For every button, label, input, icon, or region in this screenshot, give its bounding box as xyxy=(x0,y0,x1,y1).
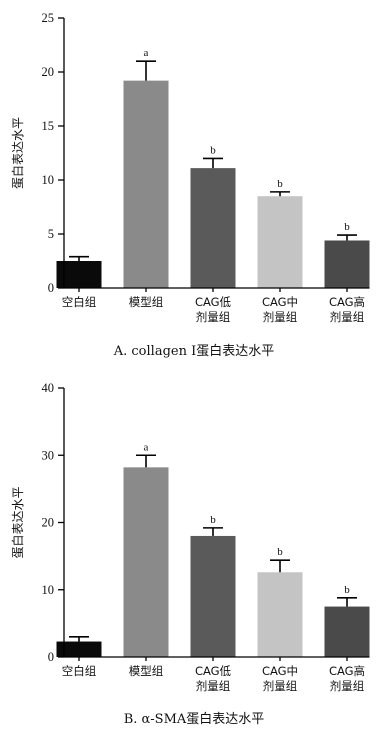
category-label-0-0: 空白组 xyxy=(62,664,97,678)
category-label-2-0: CAG低 xyxy=(195,295,232,309)
significance-label-3: b xyxy=(277,546,283,558)
significance-label-1: a xyxy=(144,47,149,59)
bar-1 xyxy=(123,467,169,657)
bar-3 xyxy=(257,572,303,657)
y-tick-label-0: 0 xyxy=(48,281,54,295)
y-tick-label-5: 25 xyxy=(42,11,55,25)
chart-caption: B. α-SMA蛋白表达水平 xyxy=(124,711,265,727)
category-label-2-1: 剂量组 xyxy=(196,679,231,693)
category-label-3-1: 剂量组 xyxy=(263,310,298,324)
y-tick-label-4: 20 xyxy=(42,65,55,79)
y-axis-title: 蛋白表达水平 xyxy=(10,486,25,558)
category-label-3-1: 剂量组 xyxy=(263,679,298,693)
category-label-1-0: 模型组 xyxy=(129,295,164,309)
category-label-2-0: CAG低 xyxy=(195,664,232,678)
significance-label-3: b xyxy=(277,178,283,190)
bar-4 xyxy=(324,240,370,288)
bar-0 xyxy=(56,641,102,657)
y-tick-label-4: 40 xyxy=(42,381,55,395)
bar-0 xyxy=(56,261,102,288)
category-label-4-0: CAG高 xyxy=(329,295,365,309)
significance-label-2: b xyxy=(210,144,216,156)
y-tick-label-3: 15 xyxy=(42,119,55,133)
category-label-4-1: 剂量组 xyxy=(330,310,365,324)
y-tick-label-1: 10 xyxy=(42,583,55,597)
category-label-4-0: CAG高 xyxy=(329,664,365,678)
category-label-0-0: 空白组 xyxy=(62,295,97,309)
y-tick-label-0: 0 xyxy=(48,650,54,664)
significance-label-2: b xyxy=(210,514,216,526)
category-label-1-0: 模型组 xyxy=(129,664,164,678)
bar-2 xyxy=(190,168,236,288)
y-tick-label-2: 20 xyxy=(42,516,55,530)
chart-b: 空白组a模型组bCAG低剂量组bCAG中剂量组bCAG高剂量组010203040… xyxy=(10,381,370,727)
bar-2 xyxy=(190,535,236,657)
y-tick-label-1: 5 xyxy=(48,227,54,241)
bar-3 xyxy=(257,196,303,288)
y-tick-label-2: 10 xyxy=(42,173,55,187)
significance-label-1: a xyxy=(144,441,149,453)
category-label-4-1: 剂量组 xyxy=(330,679,365,693)
y-axis-title: 蛋白表达水平 xyxy=(10,117,25,189)
bar-1 xyxy=(123,80,169,288)
chart-caption: A. collagen Ⅰ蛋白表达水平 xyxy=(113,343,274,359)
chart-a: 空白组a模型组bCAG低剂量组bCAG中剂量组bCAG高剂量组051015202… xyxy=(10,11,370,359)
category-label-3-0: CAG中 xyxy=(262,664,298,678)
category-label-2-1: 剂量组 xyxy=(196,310,231,324)
significance-label-4: b xyxy=(344,584,350,596)
y-tick-label-3: 30 xyxy=(42,448,55,462)
bar-4 xyxy=(324,606,370,657)
category-label-3-0: CAG中 xyxy=(262,295,298,309)
significance-label-4: b xyxy=(344,221,350,233)
